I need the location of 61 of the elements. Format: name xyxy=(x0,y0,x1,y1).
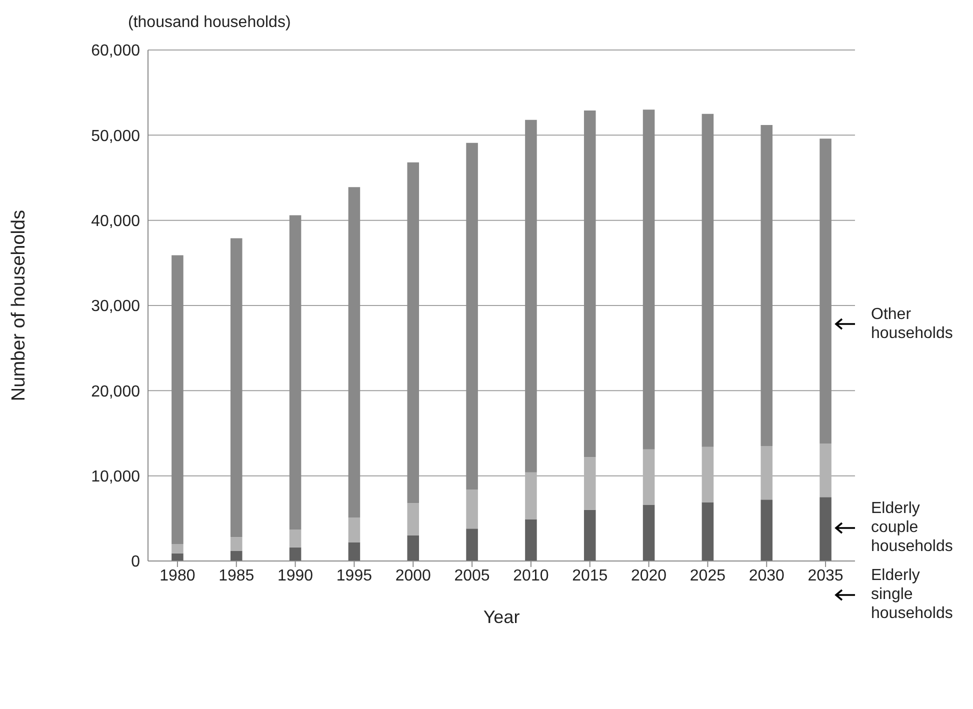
x-axis-title: Year xyxy=(483,607,520,627)
bar xyxy=(525,472,537,520)
bar xyxy=(466,489,478,529)
text: Other households xyxy=(871,305,954,344)
bar xyxy=(348,542,360,561)
bar xyxy=(407,162,420,504)
bar xyxy=(466,528,478,561)
bar xyxy=(172,255,184,544)
y-tick-label: 50,000 xyxy=(91,128,140,145)
bar xyxy=(230,550,242,561)
x-tick-label: 2025 xyxy=(690,567,726,584)
x-tick-label: 2020 xyxy=(630,567,667,584)
x-tick-label: 2010 xyxy=(513,567,549,584)
x-tick-label: 2000 xyxy=(395,567,432,584)
text: (thousand households) xyxy=(128,14,291,32)
bar xyxy=(642,110,655,450)
bar xyxy=(289,215,302,530)
bar xyxy=(642,504,655,561)
bar xyxy=(289,547,302,561)
y-tick-label: 30,000 xyxy=(91,298,140,316)
x-tick-label: 2015 xyxy=(572,567,608,584)
bar xyxy=(820,138,832,444)
x-tick-label: 1980 xyxy=(160,567,196,584)
y-axis-title: Number of households xyxy=(8,210,30,402)
bar xyxy=(820,443,832,498)
y-tick-label: 0 xyxy=(131,554,140,571)
bar xyxy=(525,120,537,472)
text: Elderly single households xyxy=(871,566,954,624)
bar xyxy=(172,544,184,554)
bar xyxy=(702,446,714,502)
bar xyxy=(525,519,537,561)
text: Elderly couple households xyxy=(871,499,954,556)
y-tick-label: 10,000 xyxy=(91,468,140,486)
bar xyxy=(230,537,242,551)
bar xyxy=(348,187,360,518)
x-tick-label: 2005 xyxy=(454,567,490,584)
bar xyxy=(760,500,773,561)
x-tick-label: 1995 xyxy=(336,567,372,584)
bar xyxy=(466,142,478,490)
bar xyxy=(760,446,773,500)
bar xyxy=(702,502,714,561)
bar xyxy=(584,457,596,510)
bar xyxy=(407,535,420,561)
bar xyxy=(407,503,420,536)
bar xyxy=(172,553,184,561)
bar xyxy=(642,449,655,505)
bar xyxy=(820,497,832,561)
bar xyxy=(230,238,242,538)
y-tick-label: 40,000 xyxy=(91,213,140,230)
bar xyxy=(289,529,302,548)
bar xyxy=(584,510,596,561)
y-tick-label: 20,000 xyxy=(91,383,140,400)
bar xyxy=(702,114,714,447)
bar xyxy=(760,124,773,446)
x-tick-label: 2035 xyxy=(808,567,844,584)
bar xyxy=(584,110,596,458)
x-tick-label: 1985 xyxy=(218,567,254,584)
y-tick-label: 60,000 xyxy=(91,42,140,60)
x-tick-label: 1990 xyxy=(277,567,314,584)
bar xyxy=(348,518,360,542)
x-tick-label: 2030 xyxy=(748,567,785,584)
